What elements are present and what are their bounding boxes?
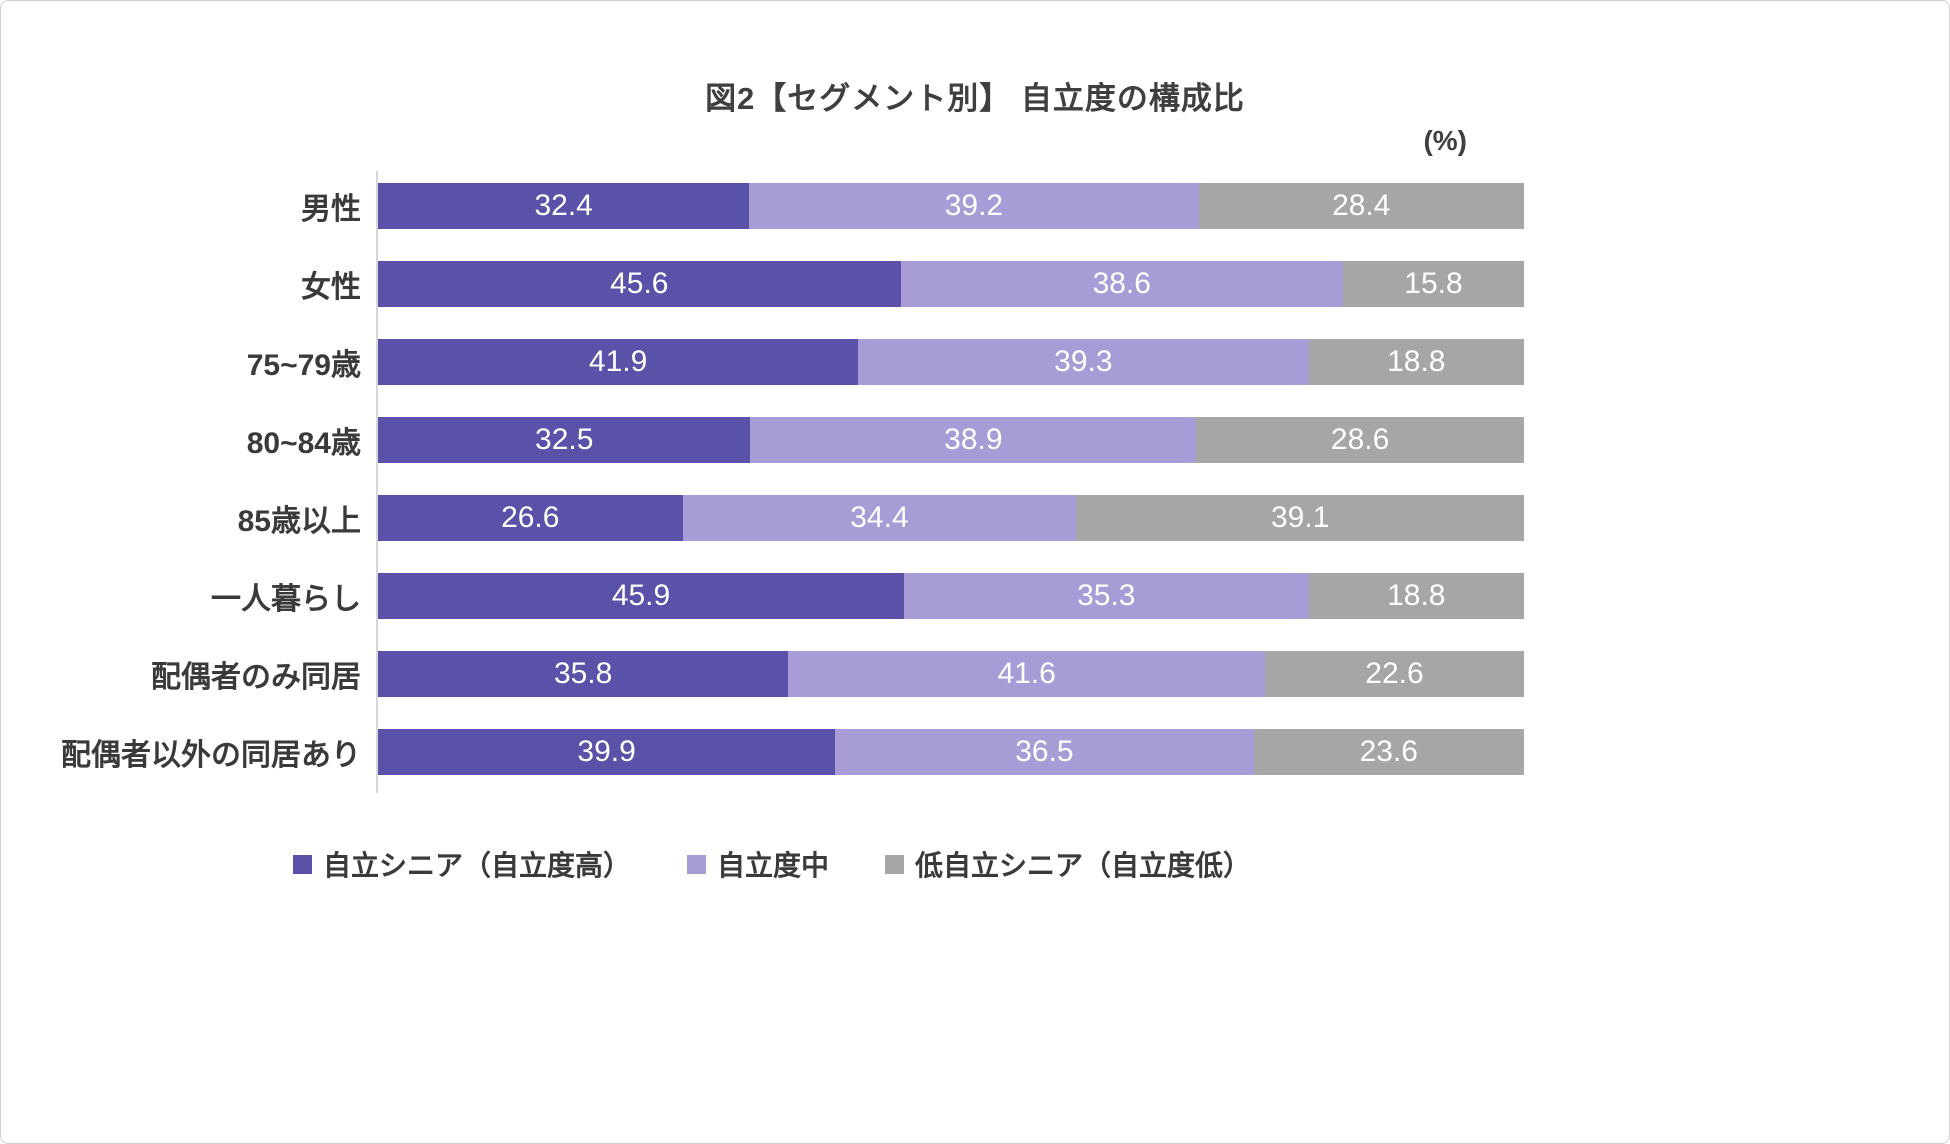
legend: 自立シニア（自立度高） 自立度中 低自立シニア（自立度低） <box>293 844 1251 884</box>
chart-row: 配偶者のみ同居 35.8 41.6 22.6 <box>1 651 1524 697</box>
bar-segment: 28.4 <box>1198 183 1524 229</box>
chart-title: 図2【セグメント別】 自立度の構成比 <box>705 81 1245 116</box>
bar-segment: 35.3 <box>904 573 1309 619</box>
value-label: 23.6 <box>1359 735 1418 768</box>
bar-segment: 22.6 <box>1265 651 1524 697</box>
value-label: 35.8 <box>553 657 613 690</box>
category-label: 女性 <box>301 271 361 304</box>
category-label: 配偶者のみ同居 <box>151 661 361 694</box>
value-label: 32.4 <box>534 189 593 222</box>
bar-segment: 32.4 <box>378 183 750 229</box>
bar-track: 32.5 38.9 28.6 <box>378 417 1524 463</box>
legend-item: 自立度中 <box>687 844 829 884</box>
bar-segment: 18.8 <box>1308 573 1524 619</box>
bar-track: 39.9 36.5 23.6 <box>378 729 1524 775</box>
value-label: 28.6 <box>1330 423 1390 456</box>
value-label: 39.2 <box>944 189 1004 222</box>
value-label: 32.5 <box>535 423 594 456</box>
category-label: 80~84歳 <box>246 427 361 460</box>
value-label: 41.6 <box>997 657 1056 690</box>
bar-segment: 28.6 <box>1196 417 1524 463</box>
bar-segment: 45.9 <box>378 573 905 619</box>
bar-segment: 38.9 <box>750 417 1197 463</box>
value-label: 39.3 <box>1054 345 1113 378</box>
bar-track: 35.8 41.6 22.6 <box>378 651 1524 697</box>
plot-area: 男性 32.4 39.2 28.4 女性 45.6 38.6 15.8 75~79歳 41.9 39… <box>1 171 1949 793</box>
bar-segment: 38.6 <box>900 261 1343 307</box>
bar-segment: 39.2 <box>749 183 1199 229</box>
bar-segment: 41.6 <box>788 651 1265 697</box>
bar-track: 41.9 39.3 18.8 <box>378 339 1524 385</box>
value-label: 15.8 <box>1404 267 1463 300</box>
chart-row: 配偶者以外の同居あり 39.9 36.5 23.6 <box>1 729 1524 775</box>
bar-segment: 36.5 <box>835 729 1254 775</box>
chart-row: 75~79歳 41.9 39.3 18.8 <box>1 339 1524 385</box>
chart-row: 一人暮らし 45.9 35.3 18.8 <box>1 573 1524 619</box>
value-label: 38.6 <box>1092 267 1151 300</box>
bar-segment: 39.9 <box>378 729 836 775</box>
value-label: 26.6 <box>501 501 560 534</box>
value-label: 45.9 <box>611 579 671 612</box>
y-axis-line <box>376 171 378 793</box>
bar-track: 45.9 35.3 18.8 <box>378 573 1524 619</box>
category-label: 配偶者以外の同居あり <box>61 739 361 772</box>
value-label: 39.9 <box>577 735 636 768</box>
bar-segment: 39.1 <box>1076 495 1524 541</box>
bar-segment: 39.3 <box>858 339 1309 385</box>
chart-row: 85歳以上 26.6 34.4 39.1 <box>1 495 1524 541</box>
legend-swatch-high <box>293 854 312 874</box>
bar-track: 45.6 38.6 15.8 <box>378 261 1524 307</box>
bar-segment: 15.8 <box>1342 261 1524 307</box>
value-label: 39.1 <box>1270 501 1330 534</box>
bar-segment: 26.6 <box>378 495 683 541</box>
legend-label-mid: 自立度中 <box>717 850 830 881</box>
value-label: 38.9 <box>944 423 1003 456</box>
value-label: 18.8 <box>1387 579 1446 612</box>
value-label: 41.9 <box>588 345 648 378</box>
legend-label-low: 低自立シニア（自立度低） <box>915 850 1252 881</box>
category-label: 85歳以上 <box>237 505 361 538</box>
bar-track: 26.6 34.4 39.1 <box>378 495 1524 541</box>
bar-track: 32.4 39.2 28.4 <box>378 183 1524 229</box>
value-label: 28.4 <box>1332 189 1391 222</box>
value-label: 22.6 <box>1365 657 1424 690</box>
bar-segment: 18.8 <box>1308 339 1524 385</box>
value-label: 45.6 <box>610 267 669 300</box>
value-label: 35.3 <box>1077 579 1136 612</box>
legend-label-high: 自立シニア（自立度高） <box>323 850 632 881</box>
chart-row: 男性 32.4 39.2 28.4 <box>1 183 1524 229</box>
value-label: 36.5 <box>1015 735 1074 768</box>
chart-row: 80~84歳 32.5 38.9 28.6 <box>1 417 1524 463</box>
legend-swatch-mid <box>687 854 707 874</box>
bar-segment: 41.9 <box>378 339 859 385</box>
category-label: 一人暮らし <box>211 583 361 616</box>
bar-segment: 45.6 <box>378 261 901 307</box>
unit-label: (%) <box>1423 125 1467 156</box>
chart-row: 女性 45.6 38.6 15.8 <box>1 261 1524 307</box>
bar-segment: 35.8 <box>378 651 789 697</box>
bar-segment: 34.4 <box>682 495 1077 541</box>
category-label: 75~79歳 <box>246 349 361 382</box>
value-label: 34.4 <box>850 501 909 534</box>
value-label: 18.8 <box>1387 345 1446 378</box>
category-label: 男性 <box>301 193 361 226</box>
bar-segment: 23.6 <box>1253 729 1524 775</box>
bar-rows: 男性 32.4 39.2 28.4 女性 45.6 38.6 15.8 75~79歳 41.9 39… <box>1 171 1524 775</box>
bar-segment: 32.5 <box>378 417 751 463</box>
legend-item: 自立シニア（自立度高） <box>293 844 631 884</box>
legend-item: 低自立シニア（自立度低） <box>885 844 1251 884</box>
legend-swatch-low <box>885 854 905 874</box>
